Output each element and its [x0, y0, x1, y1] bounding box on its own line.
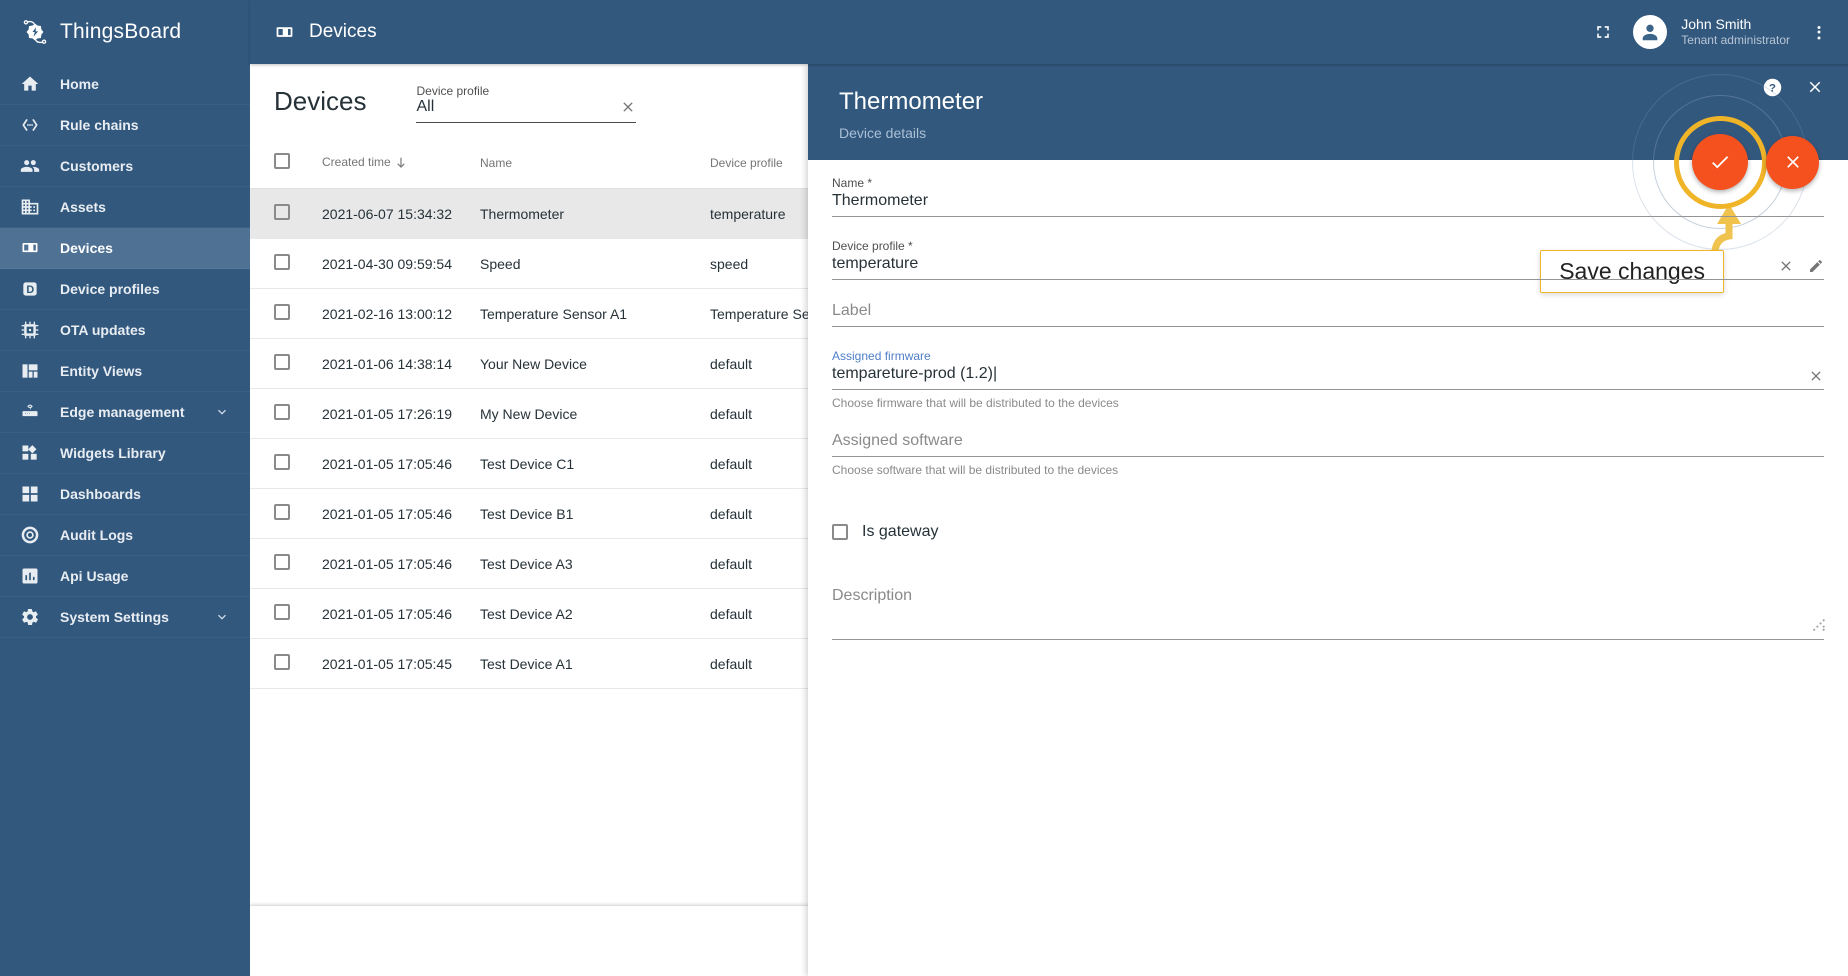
svg-text:D: D [26, 284, 34, 296]
